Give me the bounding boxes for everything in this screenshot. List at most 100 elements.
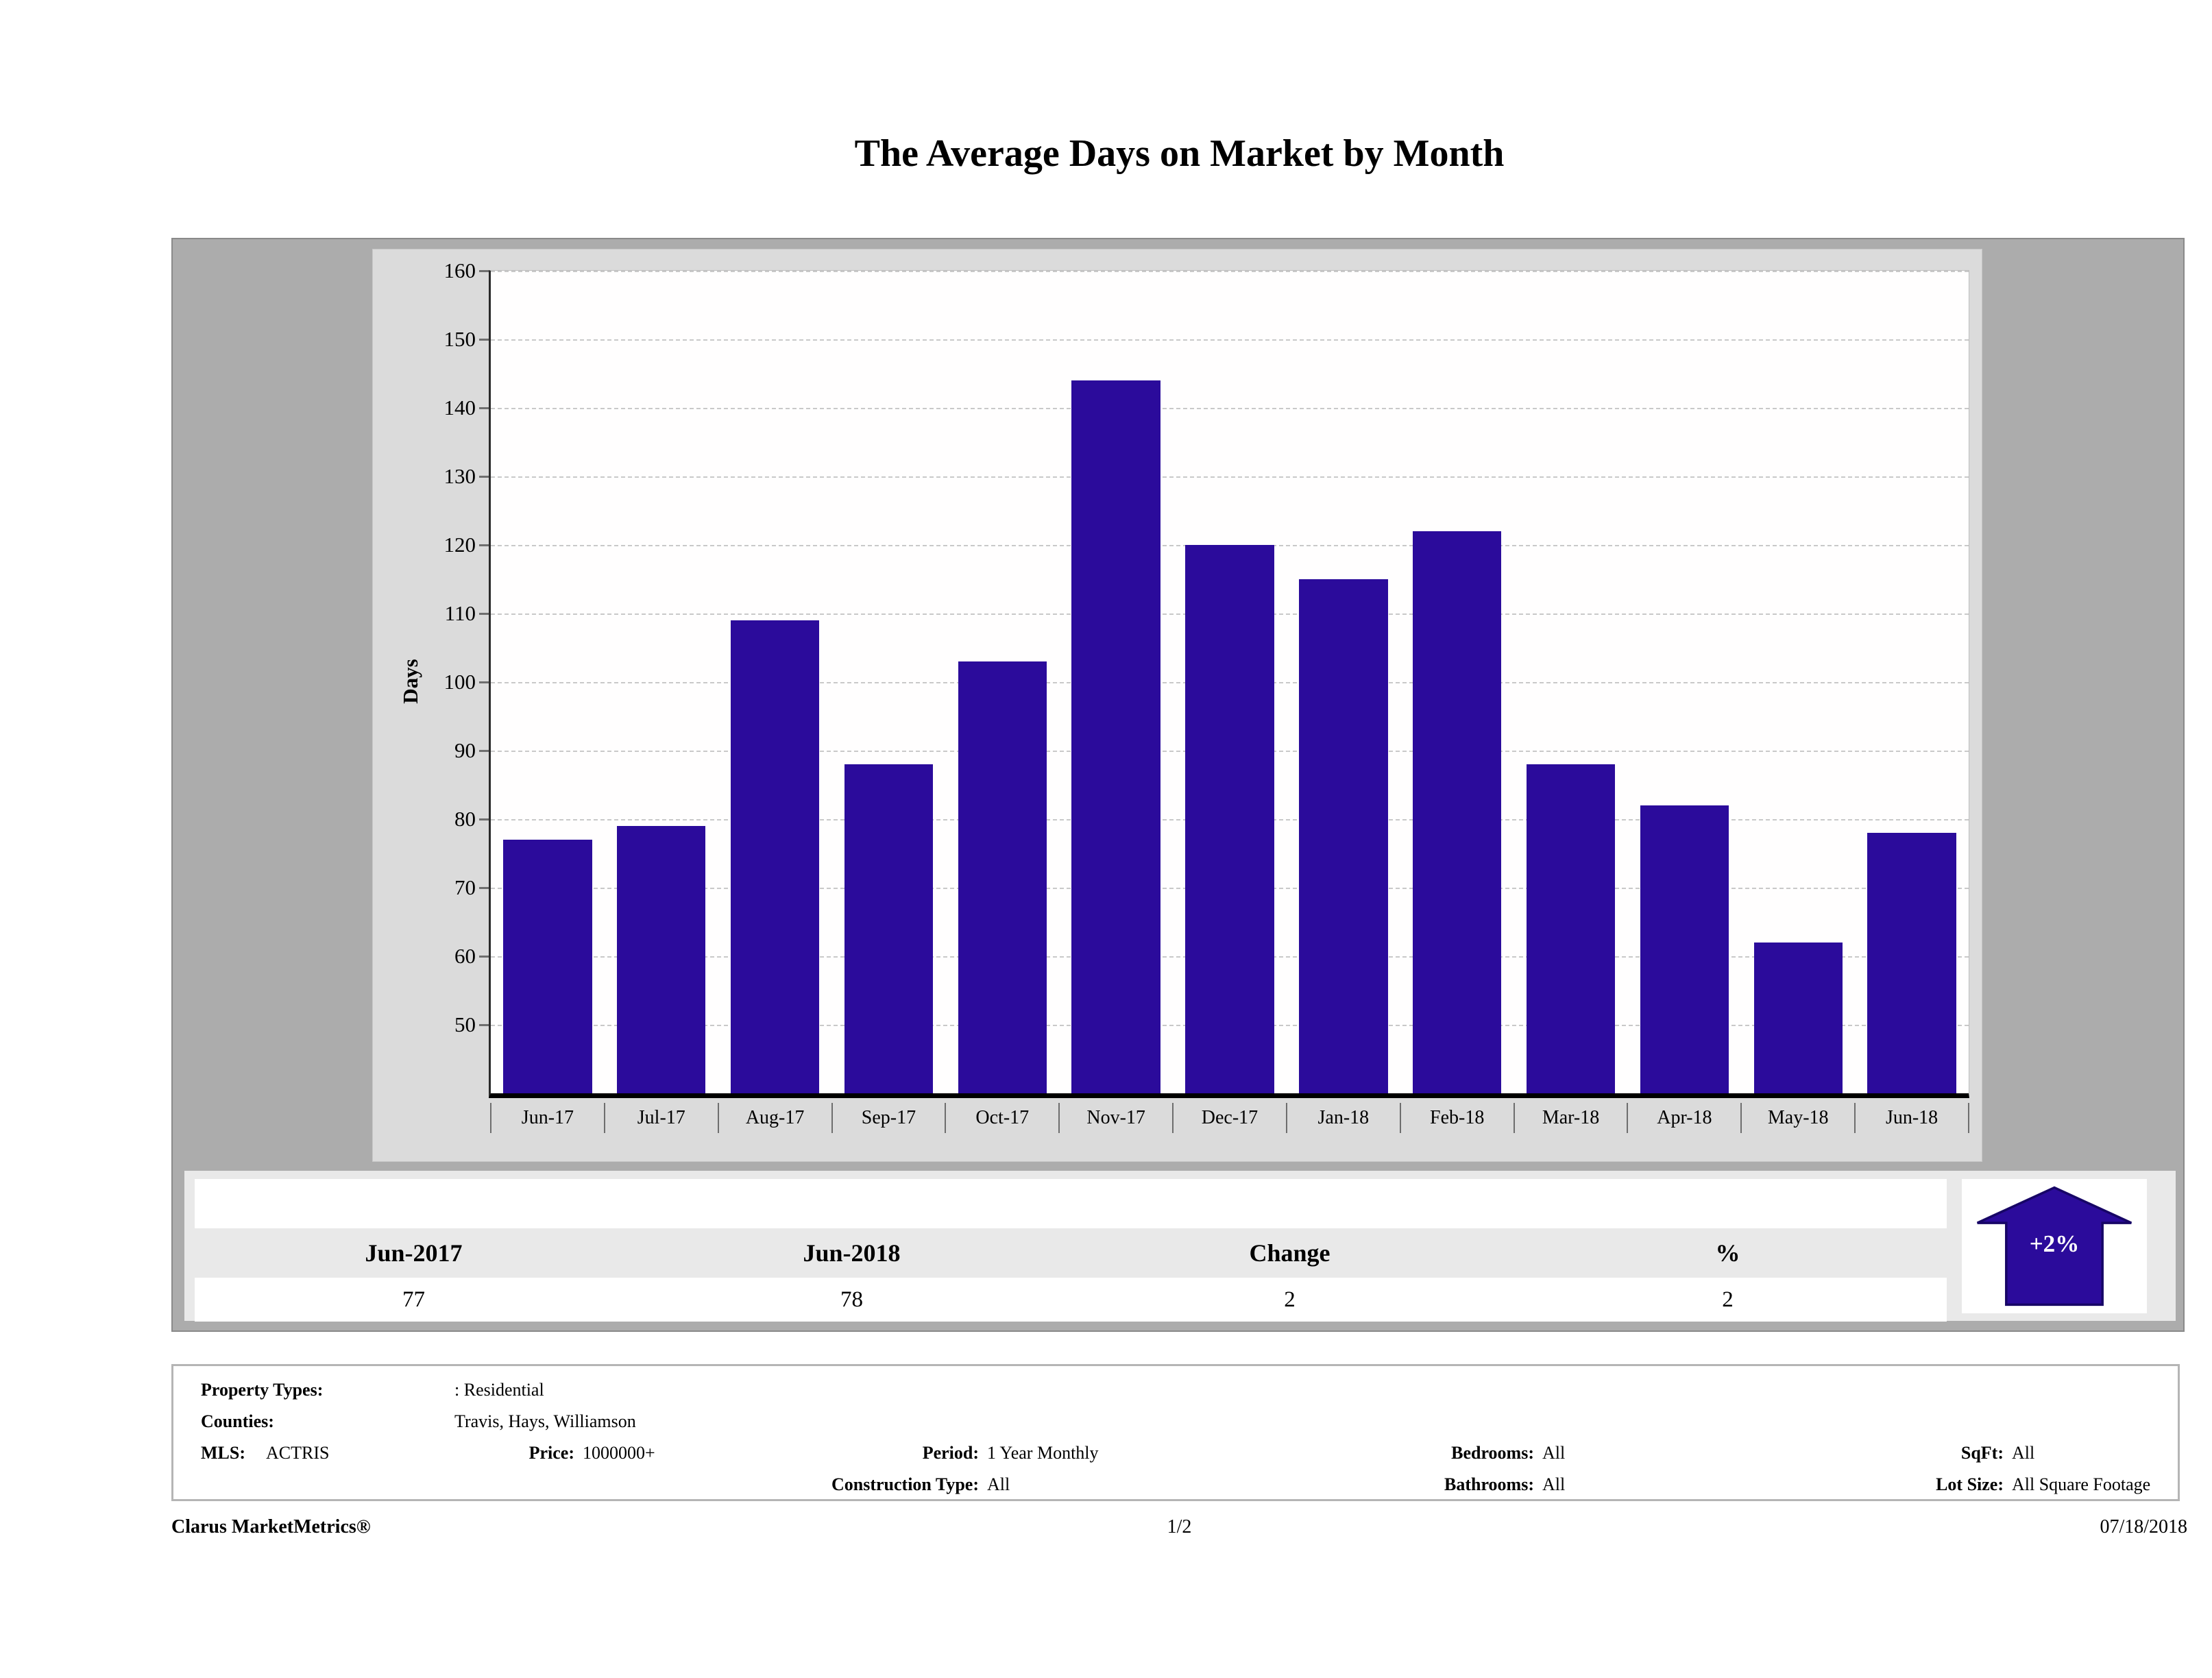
bar-May-18 <box>1753 943 1843 1093</box>
chart-panel: Days Jun-17 Jul-17 Aug-17 Sep-17 Oct-17 Nov-1… <box>372 249 1982 1162</box>
y-axis-tick <box>479 407 489 409</box>
bedrooms-value: All <box>1542 1443 1566 1463</box>
x-axis-separator <box>1399 1103 1401 1133</box>
up-arrow-icon: +2% <box>1976 1186 2132 1306</box>
plot-area <box>489 270 1969 1098</box>
y-axis-tick-label: 70 <box>454 875 476 899</box>
footer-date: 07/18/2018 <box>2100 1516 2187 1537</box>
y-axis-tick-label: 80 <box>454 807 476 831</box>
page-title: The Average Days on Market by Month <box>854 132 1505 175</box>
y-axis-tick-label: 160 <box>443 258 476 282</box>
bar-Jan-18 <box>1299 579 1388 1093</box>
counties-value: Travis, Hays, Williamson <box>454 1411 636 1431</box>
summary-value-jun2017: 77 <box>402 1287 425 1312</box>
bar-Jun-17 <box>503 840 592 1093</box>
summary-value-row: 77 78 2 2 <box>195 1278 1947 1322</box>
x-axis-separator <box>1058 1103 1060 1133</box>
sqft-value: All <box>2012 1443 2035 1463</box>
bar-Feb-18 <box>1413 531 1502 1093</box>
x-axis-label-May-18: May-18 <box>1767 1107 1829 1128</box>
bar-Apr-18 <box>1640 805 1729 1093</box>
x-axis-label-Jul-17: Jul-17 <box>637 1107 685 1128</box>
property-types-label: Property Types: <box>201 1380 324 1400</box>
footer: Clarus MarketMetrics® 1/2 07/18/2018 <box>171 1516 2187 1545</box>
sqft-label: SqFt: <box>1960 1443 2004 1463</box>
lot-size-label: Lot Size: <box>1936 1474 2004 1494</box>
construction-type-label: Construction Type: <box>831 1474 979 1494</box>
gridline-160 <box>491 271 1969 272</box>
property-types-value: : Residential <box>454 1380 544 1400</box>
bar-Jun-18 <box>1867 833 1956 1093</box>
x-axis-label-Dec-17: Dec-17 <box>1201 1107 1259 1128</box>
price-label: Price: <box>528 1443 574 1463</box>
period-label: Period: <box>922 1443 979 1463</box>
x-axis-separator <box>1513 1103 1515 1133</box>
bar-Mar-18 <box>1526 764 1616 1093</box>
footer-page-number: 1/2 <box>1167 1516 1192 1537</box>
mls-label: MLS: <box>201 1443 245 1463</box>
bar-Jul-17 <box>617 826 706 1093</box>
x-axis-label-Oct-17: Oct-17 <box>975 1107 1030 1128</box>
y-axis-tick <box>479 818 489 820</box>
summary-table: Jun-2017 Jun-2018 Change % 77 78 2 2 <box>195 1179 1947 1322</box>
y-axis-tick <box>479 1024 489 1026</box>
y-axis-tick-label: 130 <box>443 464 476 488</box>
y-axis-tick <box>479 956 489 958</box>
y-axis-tick <box>479 544 489 546</box>
y-axis-tick-label: 60 <box>454 944 476 968</box>
report-body: Days Jun-17 Jul-17 Aug-17 Sep-17 Oct-17 Nov-1… <box>171 238 2185 1332</box>
y-axis-tick <box>479 270 489 272</box>
x-axis-label-Sep-17: Sep-17 <box>861 1107 916 1128</box>
x-axis-separator <box>717 1103 719 1133</box>
y-axis-tick <box>479 681 489 683</box>
x-axis-separator <box>1627 1103 1629 1133</box>
x-axis-separator <box>1285 1103 1287 1133</box>
y-axis-tick-label: 150 <box>443 327 476 351</box>
y-axis-tick-label: 90 <box>454 738 476 762</box>
summary-header-percent: % <box>1715 1239 1740 1267</box>
x-axis-separator <box>1968 1103 1969 1133</box>
bathrooms-label: Bathrooms: <box>1444 1474 1534 1494</box>
x-axis-separator <box>1172 1103 1174 1133</box>
summary-header-row: Jun-2017 Jun-2018 Change % <box>195 1228 1947 1278</box>
x-axis-separator <box>1740 1103 1742 1133</box>
filters-box: Property Types: : Residential Counties: … <box>171 1364 2180 1501</box>
summary-header-jun2017: Jun-2017 <box>365 1239 463 1267</box>
x-axis-label-Mar-18: Mar-18 <box>1542 1107 1600 1128</box>
bar-Oct-17 <box>958 661 1047 1093</box>
x-axis-band: Jun-17 Jul-17 Aug-17 Sep-17 Oct-17 Nov-17 Dec-… <box>490 1102 1969 1141</box>
y-axis-tick-label: 50 <box>454 1012 476 1036</box>
construction-type-value: All <box>987 1474 1010 1494</box>
x-axis-separator <box>1854 1103 1856 1133</box>
x-axis-separator <box>603 1103 605 1133</box>
lot-size-value: All Square Footage <box>2012 1474 2151 1494</box>
x-axis-label-Aug-17: Aug-17 <box>745 1107 805 1128</box>
counties-label: Counties: <box>201 1411 274 1431</box>
summary-blank-row <box>195 1179 1947 1228</box>
summary-header-jun2018: Jun-2018 <box>803 1239 901 1267</box>
x-axis-label-Feb-18: Feb-18 <box>1430 1107 1485 1128</box>
bathrooms-value: All <box>1542 1474 1566 1494</box>
summary-value-percent: 2 <box>1722 1287 1734 1312</box>
trend-badge-label: +2% <box>2030 1230 2080 1257</box>
y-axis-tick-label: 100 <box>443 670 476 694</box>
y-axis-tick <box>479 613 489 615</box>
summary-value-change: 2 <box>1284 1287 1296 1312</box>
footer-brand: Clarus MarketMetrics® <box>171 1516 371 1537</box>
period-value: 1 Year Monthly <box>987 1443 1099 1463</box>
y-axis-tick-label: 140 <box>443 396 476 420</box>
x-axis-separator <box>945 1103 947 1133</box>
y-axis-tick-label: 120 <box>443 533 476 557</box>
bedrooms-label: Bedrooms: <box>1451 1443 1534 1463</box>
y-axis-tick <box>479 750 489 752</box>
gridline-140 <box>491 408 1969 409</box>
x-axis-label-Jun-18: Jun-18 <box>1885 1107 1938 1128</box>
y-axis-tick <box>479 339 489 341</box>
bar-Nov-17 <box>1071 380 1160 1093</box>
x-axis-label-Jan-18: Jan-18 <box>1317 1107 1370 1128</box>
price-value: 1000000+ <box>583 1443 655 1463</box>
x-axis-separator <box>831 1103 833 1133</box>
bar-Sep-17 <box>844 764 934 1093</box>
x-axis-separator <box>490 1103 491 1133</box>
